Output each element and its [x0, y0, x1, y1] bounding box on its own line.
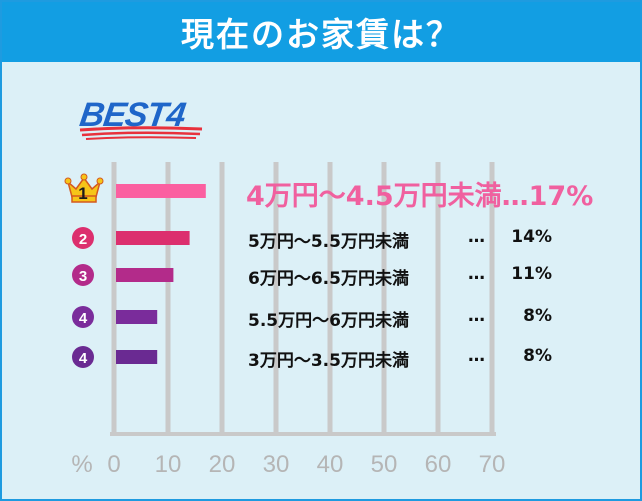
rank-number-1: 1 — [78, 184, 87, 203]
crown-dot-left — [64, 177, 72, 185]
x-tick-label-70: 70 — [479, 451, 506, 478]
x-tick-label-50: 50 — [371, 451, 398, 478]
bar-5 — [116, 350, 158, 364]
bar-1 — [116, 184, 206, 198]
category-label-4: 5.5万円〜6万円未満 — [248, 311, 409, 331]
category-label-3: 6万円〜6.5万円未満 — [248, 269, 409, 289]
rank-number-4: 4 — [79, 310, 88, 327]
rank-number-2: 2 — [79, 231, 87, 248]
rank-badge-3 — [72, 264, 94, 286]
category-label-5: 3万円〜3.5万円未満 — [248, 351, 409, 371]
bar-2 — [116, 231, 190, 245]
separator-2: … — [468, 227, 485, 247]
value-label-5: 8% — [523, 346, 552, 366]
crown-dot-right — [96, 177, 104, 185]
rank-badge-2 — [72, 227, 94, 249]
category-label-1: 4万円〜4.5万円未満…17% — [246, 181, 594, 212]
x-tick-label-40: 40 — [317, 451, 344, 478]
x-tick-label-20: 20 — [209, 451, 236, 478]
bar-4 — [116, 310, 158, 324]
x-tick-label-0: 0 — [107, 451, 120, 478]
best-underline-decoration — [79, 126, 203, 140]
bar-3 — [116, 268, 174, 282]
page-title: 現在のお家賃は？ — [2, 2, 640, 62]
value-label-3: 11% — [511, 264, 552, 284]
x-tick-label-30: 30 — [263, 451, 290, 478]
x-axis-unit-label: % — [71, 451, 92, 478]
rank-badge-5 — [72, 346, 94, 368]
x-tick-label-60: 60 — [425, 451, 452, 478]
value-label-2: 14% — [511, 227, 552, 247]
crown-dot-center — [80, 173, 88, 181]
crown-band — [71, 195, 97, 203]
rank-badge-4 — [72, 306, 94, 328]
separator-5: … — [468, 346, 485, 366]
value-label-4: 8% — [523, 306, 552, 326]
rank-number-5: 4 — [79, 350, 88, 367]
x-tick-label-10: 10 — [155, 451, 182, 478]
category-label-2: 5万円〜5.5万円未満 — [248, 232, 409, 252]
separator-3: … — [468, 264, 485, 284]
rank-number-3: 3 — [79, 268, 87, 285]
separator-4: … — [468, 306, 485, 326]
